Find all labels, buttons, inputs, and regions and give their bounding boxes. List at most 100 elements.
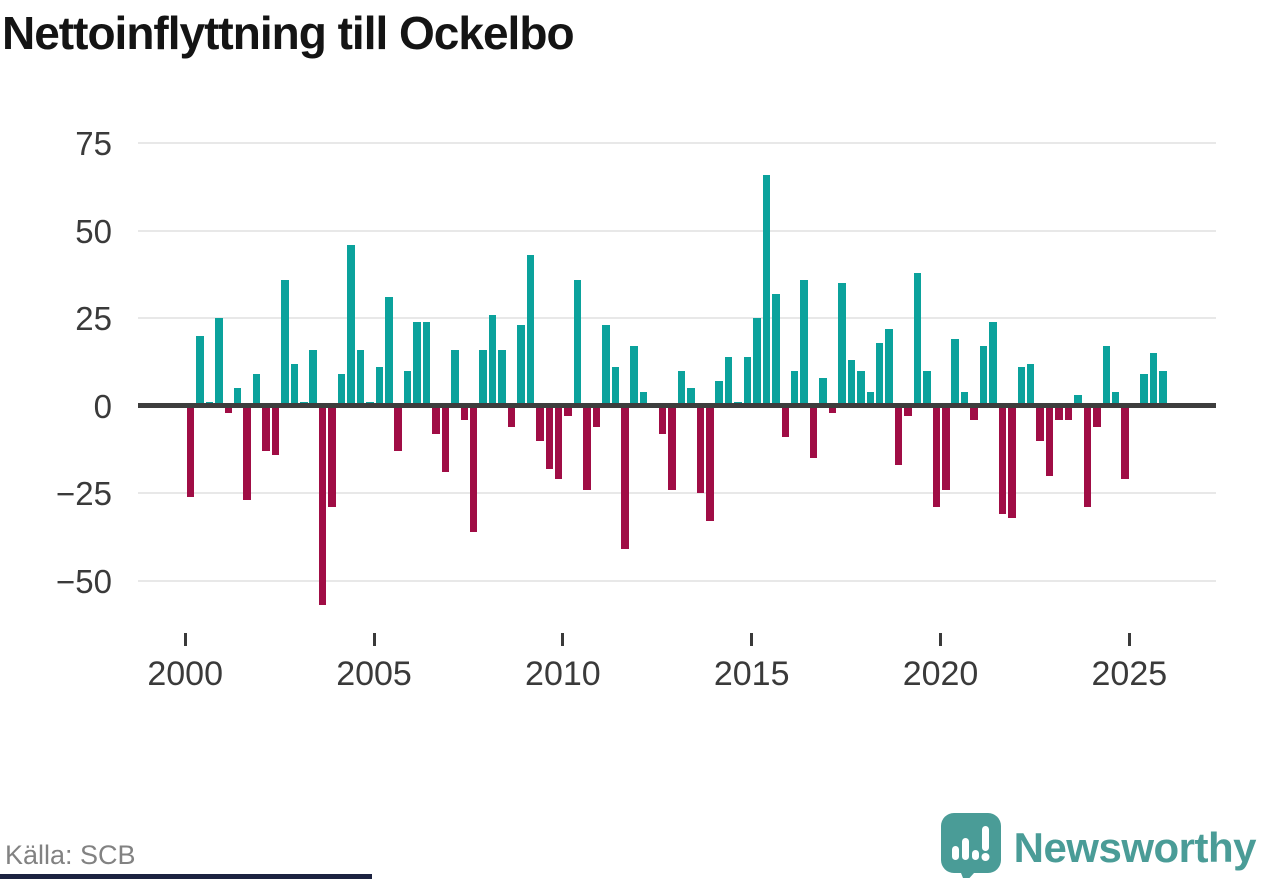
bar-2011-Q2 <box>611 367 620 406</box>
bar-2021-Q1 <box>979 346 988 406</box>
bar-2025-Q3 <box>1149 353 1158 406</box>
bar-2016-Q4 <box>819 377 827 406</box>
bar-2001-Q1 <box>224 405 232 413</box>
y-axis-label-50: 50 <box>75 212 112 250</box>
bar-2006-Q4 <box>441 405 450 472</box>
newsworthy-logo: Newsworthy <box>940 812 1257 879</box>
bar-2000-Q2 <box>196 335 204 406</box>
bar-2017-Q4 <box>857 370 865 406</box>
newsworthy-bubble-chart-icon <box>940 812 1002 879</box>
bar-2022-Q3 <box>1036 405 1044 441</box>
bar-2016-Q2 <box>800 279 808 406</box>
bar-2014-Q4 <box>743 356 752 406</box>
bar-2002-Q1 <box>262 405 270 451</box>
y-axis-label--25: −25 <box>56 475 112 512</box>
bar-2004-Q2 <box>347 244 355 406</box>
x-axis-tick-2000 <box>183 633 187 646</box>
gridline-y--25 <box>138 492 1216 494</box>
bar-2011-Q3 <box>621 405 629 549</box>
bar-2022-Q1 <box>1017 367 1026 406</box>
bar-2021-Q3 <box>998 405 1007 514</box>
bar-2019-Q3 <box>923 370 931 406</box>
x-axis-zero-line <box>138 403 1216 408</box>
bar-2024-Q3 <box>1111 391 1120 406</box>
bar-2017-Q1 <box>828 405 837 413</box>
bar-2015-Q1 <box>753 318 761 406</box>
bar-2016-Q3 <box>809 405 818 458</box>
gridline-y-75 <box>138 142 1216 144</box>
bar-2013-Q3 <box>696 405 705 493</box>
bar-2015-Q4 <box>781 405 790 437</box>
bar-2019-Q2 <box>913 272 922 406</box>
bottom-accent-strip <box>0 874 372 879</box>
bar-2013-Q1 <box>677 370 686 406</box>
x-axis-tick-2015 <box>750 633 754 646</box>
y-axis-label-25: 25 <box>75 300 112 337</box>
bar-2001-Q4 <box>252 374 261 406</box>
x-axis-tick-2020 <box>939 633 943 646</box>
bar-2000-Q4 <box>215 318 223 406</box>
bar-2008-Q3 <box>507 405 516 427</box>
bar-2009-Q3 <box>545 405 553 469</box>
bar-2020-Q3 <box>960 391 969 406</box>
bar-2021-Q4 <box>1008 405 1016 518</box>
newsworthy-wordmark: Newsworthy <box>1013 823 1257 871</box>
x-axis-label-2010: 2010 <box>525 655 601 693</box>
bar-2023-Q4 <box>1083 405 1092 507</box>
bar-2018-Q1 <box>866 391 874 406</box>
x-axis-tick-2025 <box>1127 633 1131 646</box>
bar-2018-Q4 <box>894 405 903 465</box>
bar-2005-Q2 <box>385 297 393 406</box>
bar-2017-Q3 <box>847 360 856 406</box>
bar-2007-Q4 <box>479 349 487 406</box>
bar-2009-Q4 <box>554 405 563 479</box>
bar-2013-Q2 <box>687 388 695 406</box>
bar-2012-Q4 <box>668 405 676 490</box>
bar-2009-Q2 <box>536 405 544 441</box>
bar-2007-Q1 <box>451 349 459 406</box>
bar-2018-Q2 <box>875 342 884 406</box>
bar-2024-Q4 <box>1121 405 1129 479</box>
bar-2015-Q2 <box>762 174 771 406</box>
bar-2014-Q1 <box>715 381 723 406</box>
y-axis-label--50: −50 <box>56 562 112 600</box>
x-axis-tick-2005 <box>372 633 376 646</box>
bar-2019-Q1 <box>904 405 912 416</box>
bar-2022-Q4 <box>1045 405 1054 476</box>
bar-2001-Q2 <box>233 388 242 406</box>
bar-2019-Q4 <box>932 405 941 507</box>
bar-2006-Q3 <box>432 405 440 434</box>
bar-2006-Q2 <box>422 321 431 406</box>
bar-2002-Q3 <box>281 279 289 406</box>
bar-2005-Q1 <box>375 367 384 406</box>
bar-2024-Q2 <box>1102 346 1111 406</box>
bar-2022-Q2 <box>1026 363 1035 406</box>
bar-2003-Q4 <box>328 405 336 507</box>
bar-2000-Q1 <box>186 405 195 497</box>
bar-2008-Q4 <box>517 325 525 406</box>
bar-2023-Q2 <box>1064 405 1073 420</box>
bar-2002-Q4 <box>290 363 299 406</box>
bar-2011-Q4 <box>630 346 638 406</box>
bar-2003-Q3 <box>318 405 327 605</box>
bar-2008-Q2 <box>498 349 506 406</box>
bar-2010-Q3 <box>583 405 591 490</box>
bar-2023-Q3 <box>1074 395 1082 406</box>
bar-2010-Q2 <box>573 279 582 406</box>
bar-2020-Q1 <box>942 405 950 490</box>
x-axis-label-2020: 2020 <box>902 655 979 693</box>
bar-2013-Q4 <box>706 405 714 521</box>
source-note: Källa: SCB <box>5 840 136 870</box>
bar-2010-Q1 <box>564 405 572 416</box>
bar-2004-Q3 <box>356 349 365 406</box>
gridline-y-50 <box>138 229 1216 232</box>
bar-2005-Q4 <box>403 370 412 406</box>
bar-2009-Q1 <box>526 255 535 406</box>
bar-2025-Q4 <box>1159 370 1167 406</box>
bar-2007-Q2 <box>460 405 469 420</box>
x-axis-label-2005: 2005 <box>336 655 412 693</box>
x-axis-label-2015: 2015 <box>713 655 790 693</box>
bar-2002-Q2 <box>271 405 280 455</box>
y-axis-label-0: 0 <box>93 387 112 425</box>
